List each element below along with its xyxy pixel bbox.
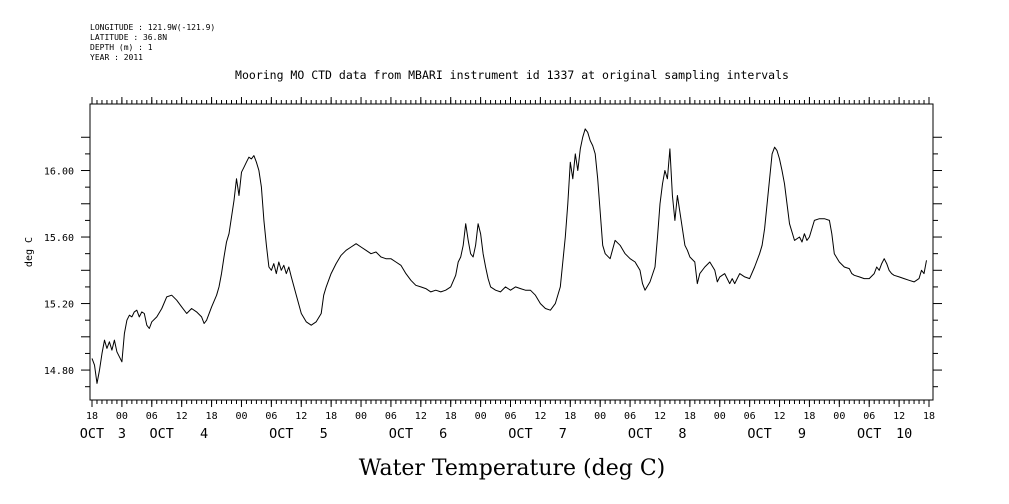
x-tick-label: 00 [355,411,367,422]
x-tick-label: 06 [863,411,875,422]
date-label: OCT [628,426,652,442]
y-tick-label: 15.20 [44,300,74,311]
x-tick-label: 18 [923,411,935,422]
x-tick-label: 12 [176,411,188,422]
y-tick-label: 16.00 [44,167,74,178]
x-axis-label: Water Temperature (deg C) [359,456,666,481]
temperature-series-line [91,128,927,384]
y-axis: 14.80 15.20 15.60 16.00 [44,136,942,388]
date-label: OCT [747,426,771,442]
x-tick-label: 12 [534,411,546,422]
longitude-label: LONGITUDE : 121.9W(-121.9) [90,23,215,32]
x-tick-label: 18 [325,411,337,422]
x-tick-label: 00 [594,411,606,422]
date-label: OCT [80,426,104,442]
date-label: 4 [200,426,208,442]
x-tick-label: 12 [893,411,905,422]
plot-frame [89,103,934,401]
latitude-label: LATITUDE : 36.8N [90,33,167,42]
x-tick-label: 06 [265,411,277,422]
date-label: OCT [150,426,174,442]
y-tick-label: 14.80 [44,366,74,377]
date-label: 6 [439,426,447,442]
x-tick-label: 06 [624,411,636,422]
x-tick-label: 00 [714,411,726,422]
x-tick-label: 18 [206,411,218,422]
x-tick-label: 18 [803,411,815,422]
depth-label: DEPTH (m) : 1 [90,43,153,52]
date-label: 3 [118,426,126,442]
date-label: 5 [320,426,328,442]
x-tick-label: 18 [684,411,696,422]
date-label: OCT [389,426,413,442]
x-tick-label: 06 [744,411,756,422]
x-tick-label: 06 [385,411,397,422]
date-label: 7 [559,426,567,442]
date-label: OCT [857,426,881,442]
date-labels: OCT 3 OCT 4 OCT 5 OCT 6 OCT 7 OCT 8 OCT 9 OCT 10 [80,426,912,442]
x-tick-label: 00 [116,411,128,422]
year-label: YEAR : 2011 [90,53,143,62]
x-axis: 18 00 06 12 18 00 06 12 18 00 06 12 18 00 06 12 18 00 06 12… [86,97,935,422]
x-tick-label: 18 [564,411,576,422]
x-tick-label: 12 [654,411,666,422]
x-tick-label: 06 [146,411,158,422]
date-label: 8 [678,426,686,442]
x-tick-label: 18 [86,411,98,422]
x-tick-label: 18 [445,411,457,422]
y-axis-label: deg C [24,237,35,267]
y-tick-label: 15.60 [44,233,74,244]
x-tick-label: 12 [774,411,786,422]
x-tick-label: 06 [504,411,516,422]
minor-ticks [91,100,930,404]
date-label: 10 [896,426,912,442]
x-tick-label: 00 [475,411,487,422]
date-label: OCT [269,426,293,442]
date-label: 9 [798,426,806,442]
chart-title: Mooring MO CTD data from MBARI instrumen… [235,68,789,82]
x-tick-label: 00 [833,411,845,422]
x-tick-label: 12 [415,411,427,422]
date-label: OCT [508,426,532,442]
x-tick-label: 12 [295,411,307,422]
x-tick-label: 00 [235,411,247,422]
